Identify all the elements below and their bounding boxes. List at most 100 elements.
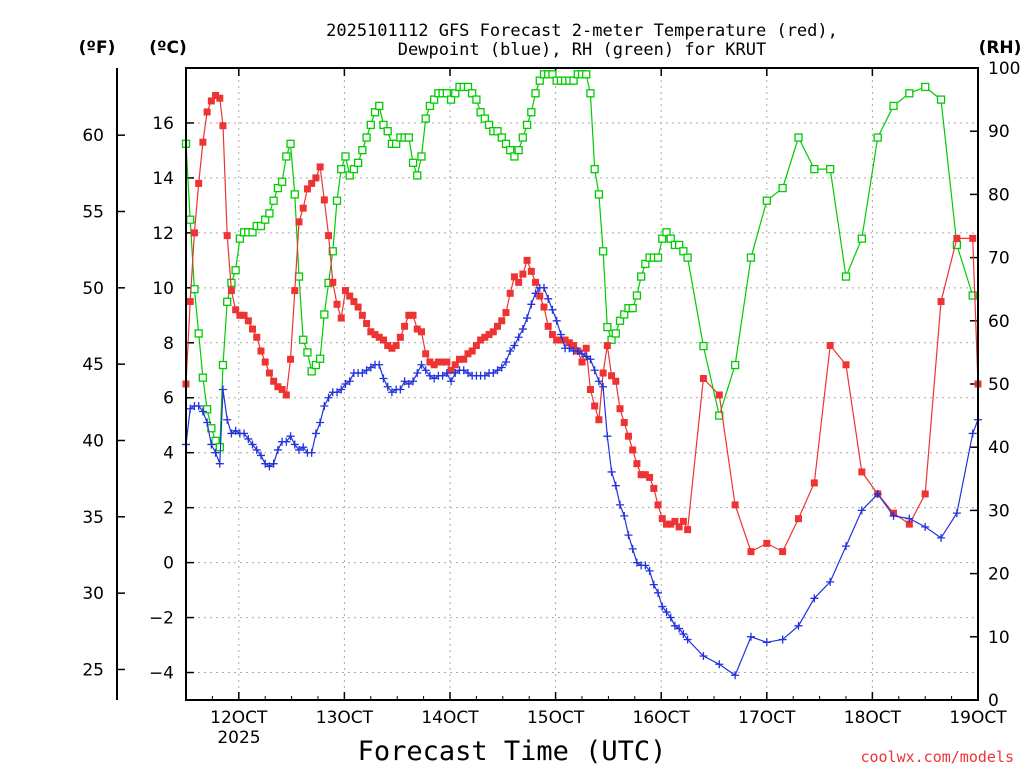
temperature-point <box>430 361 438 369</box>
temperature-point <box>261 358 269 366</box>
temperature-point <box>658 515 666 523</box>
dewpoint-point <box>320 401 329 410</box>
rh-point <box>358 146 367 155</box>
rh-point <box>730 360 740 370</box>
rh-point <box>303 348 312 357</box>
dewpoint-point <box>573 347 582 356</box>
temperature-point <box>489 328 497 336</box>
celsius-unit-label: (ºC) <box>149 38 187 58</box>
temperature-point <box>969 234 977 242</box>
dewpoint-point <box>194 401 203 410</box>
temperature-point <box>624 432 632 440</box>
dewpoint-point <box>341 380 350 388</box>
dewpoint-point <box>273 445 282 454</box>
dewpoint-point <box>211 448 220 457</box>
temperature-point <box>548 331 556 339</box>
rh-point <box>430 95 439 104</box>
dewpoint-point <box>417 360 426 369</box>
rh-point <box>211 436 220 446</box>
rh-point <box>261 215 270 224</box>
rh-point <box>582 70 591 79</box>
dewpoint-point <box>762 638 771 647</box>
dewpoint-point <box>400 377 409 386</box>
temperature-point <box>671 517 679 525</box>
rh-point <box>501 139 511 148</box>
dewpoint-point <box>442 369 451 378</box>
dewpoint-point <box>548 305 557 314</box>
temperature-point <box>207 97 215 105</box>
fahrenheit-tick-label: 40 <box>82 431 104 451</box>
temperature-point <box>544 322 552 330</box>
temperature-point <box>684 526 692 534</box>
rh-point <box>282 152 291 161</box>
rh-point <box>628 304 637 313</box>
dewpoint-point <box>375 360 384 369</box>
dewpoint-point <box>203 418 212 427</box>
dewpoint-point <box>430 374 439 383</box>
rh-tick-label: 10 <box>988 628 1010 648</box>
celsius-tick-label: −4 <box>149 664 174 684</box>
temperature-point <box>603 342 611 350</box>
rh-point <box>442 89 451 98</box>
fahrenheit-tick-label: 25 <box>82 660 104 680</box>
temperature-point <box>460 355 468 363</box>
temperature-point <box>468 347 476 355</box>
rh-point <box>370 108 380 117</box>
temperature-point <box>447 366 455 374</box>
dewpoint-point <box>810 594 819 603</box>
rh-point <box>345 171 354 180</box>
dewpoint-point <box>383 382 392 391</box>
dewpoint-point <box>362 366 371 375</box>
temperature-point <box>227 287 235 295</box>
dewpoint-point <box>290 440 299 449</box>
temperature-point <box>536 292 544 300</box>
dewpoint-point <box>248 440 257 449</box>
temperature-point <box>591 402 599 410</box>
dewpoint-point <box>582 352 591 361</box>
rh-point <box>873 133 882 142</box>
x-tick-label: 17OCT <box>738 708 796 728</box>
dewpoint-point <box>632 558 641 567</box>
rh-point <box>527 108 536 117</box>
temperature-point <box>278 385 286 393</box>
dewpoint-point <box>523 314 532 323</box>
temperature-point <box>346 292 354 300</box>
temperature-point <box>498 317 506 325</box>
dewpoint-point <box>645 566 654 575</box>
dewpoint-point <box>218 385 227 394</box>
dewpoint-point <box>404 380 413 388</box>
temperature-point <box>186 298 194 306</box>
dewpoint-point <box>544 294 553 303</box>
rh-point <box>636 272 646 281</box>
rh-point <box>194 329 203 338</box>
dewpoint-point <box>968 429 977 438</box>
x-tick-label: 15OCT <box>527 708 585 728</box>
temperature-point <box>481 333 489 341</box>
rh-point <box>632 291 642 300</box>
dewpoint-point <box>889 511 898 520</box>
rh-point <box>675 240 684 250</box>
temperature-point <box>219 122 227 130</box>
dewpoint-point <box>269 459 278 468</box>
temperature-point <box>953 234 961 242</box>
temperature-point <box>905 520 913 528</box>
temperature-point <box>325 232 333 240</box>
dewpoint-point <box>666 613 675 622</box>
dewpoint-point <box>670 621 679 630</box>
x-tick-label: 19OCT <box>949 708 1007 728</box>
temperature-point <box>316 163 324 171</box>
dewpoint-point <box>794 621 803 630</box>
x-tick-label: 16OCT <box>633 708 691 728</box>
dewpoint-point <box>616 500 625 509</box>
rh-point <box>468 89 477 98</box>
rh-point <box>611 329 620 338</box>
celsius-tick-label: 4 <box>163 444 174 464</box>
rh-point <box>328 247 337 256</box>
temperature-point <box>662 520 670 528</box>
temperature-point <box>392 342 400 350</box>
temperature-point <box>384 342 392 350</box>
rh-tick-label: 0 <box>988 691 999 711</box>
rh-point <box>235 234 245 243</box>
temperature-point <box>582 344 590 352</box>
dewpoint-point <box>438 371 447 380</box>
